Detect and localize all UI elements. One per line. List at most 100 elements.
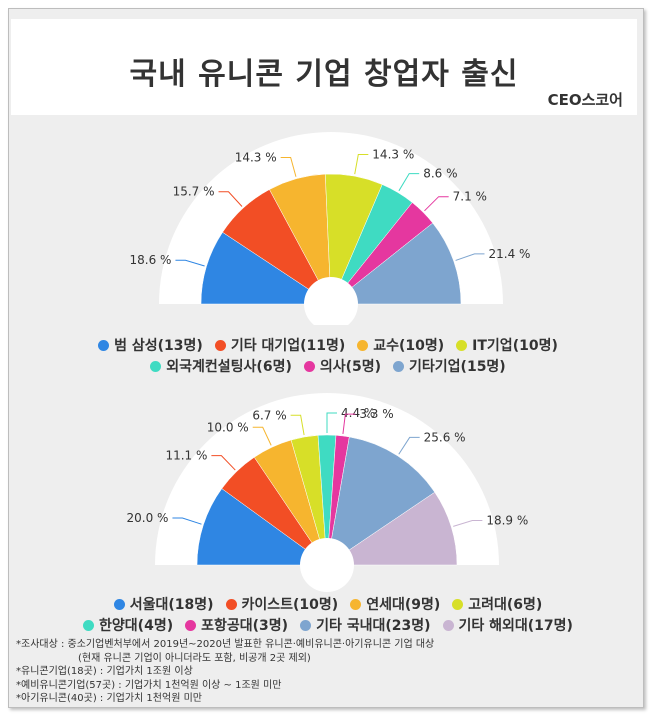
slice-기타기업	[330, 222, 462, 305]
value-label: 21.4 %	[488, 247, 530, 261]
legend-item: 연세대(9명)	[350, 595, 440, 615]
value-label: 14.3 %	[372, 147, 414, 161]
legend-swatch	[442, 620, 454, 631]
legend-label: IT기업(10명)	[472, 338, 558, 354]
founder-background-legend: 범 삼성(13명) 기타 대기업(11명) 교수(10명) IT기업(10명) 외국계…	[0, 335, 656, 377]
legend-item: 기타 국내대(23명)	[300, 616, 431, 636]
footnote-unicorn: *유니콘기업(18곳) : 기업가치 1조원 이상	[16, 666, 193, 677]
legend-swatch	[83, 620, 95, 631]
leader-line	[424, 196, 449, 212]
leader-line	[175, 259, 205, 267]
legend-label: 연세대(9명)	[366, 597, 441, 613]
legend-item: 기타 해외대(17명)	[442, 616, 573, 636]
university-chart: 20.0 % 11.1 % 10.0 % 6.7 % 4.4 % 3.3 % 25.6 % 1…	[0, 385, 656, 595]
legend-item: 범 삼성(13명)	[98, 336, 203, 356]
university-legend: 서울대(18명) 카이스트(10명) 연세대(9명) 고려대(6명) 한양대(4명) 포…	[0, 594, 656, 636]
legend-swatch	[350, 599, 362, 610]
page-title: 국내 유니콘 기업 창업자 출신	[129, 57, 519, 92]
legend-item: 포항공대(3명)	[185, 616, 288, 636]
legend-label: 한양대(4명)	[99, 618, 174, 634]
value-label: 7.1 %	[453, 190, 487, 204]
leader-line	[218, 191, 243, 207]
legend-swatch	[357, 340, 369, 351]
legend-item: 고려대(6명)	[452, 595, 542, 615]
leader-line	[354, 153, 369, 175]
slice-기타-해외대	[326, 491, 458, 566]
legend-item: 한양대(4명)	[83, 616, 173, 636]
legend-swatch	[185, 620, 197, 631]
legend-item: 교수(10명)	[357, 336, 444, 356]
footnote-scope: *조사대상 : 중소기업벤처부에서 2019년~2020년 발표한 유니콘·예비…	[16, 639, 435, 650]
leader-line	[398, 173, 420, 192]
value-label: 4.4 %	[341, 406, 375, 420]
legend-swatch	[214, 340, 226, 351]
legend-label: 기타 해외대(17명)	[458, 618, 573, 634]
leader-line	[252, 426, 272, 446]
legend-row: 서울대(18명) 카이스트(10명) 연세대(9명) 고려대(6명)	[0, 594, 656, 615]
value-label: 25.6 %	[424, 430, 466, 444]
slice-기타-국내대	[326, 436, 436, 566]
value-label: 3.3 %	[359, 407, 393, 421]
donut-hole	[300, 538, 354, 592]
legend-label: 서울대(18명)	[129, 597, 214, 613]
legend-swatch	[225, 599, 237, 610]
legend-swatch	[393, 361, 405, 372]
legend-row: 한양대(4명) 포항공대(3명) 기타 국내대(23명) 기타 해외대(17명)	[0, 615, 656, 636]
legend-item: 기타기업(15명)	[393, 357, 506, 377]
footnotes: *조사대상 : 중소기업벤처부에서 2019년~2020년 발표한 유니콘·예비…	[16, 638, 636, 706]
value-label: 18.9 %	[486, 514, 528, 528]
leader-line	[455, 253, 485, 261]
leader-line	[211, 455, 236, 471]
leader-line	[172, 517, 202, 525]
legend-label: 교수(10명)	[373, 338, 445, 354]
legend-label: 기타 국내대(23명)	[316, 618, 431, 634]
legend-swatch	[300, 620, 312, 631]
slice-서울대	[196, 488, 328, 566]
legend-item: 의사(5명)	[303, 357, 382, 377]
leader-line	[398, 436, 420, 455]
legend-swatch	[456, 340, 468, 351]
legend-label: 의사(5명)	[319, 359, 382, 375]
value-label: 20.0 %	[127, 511, 169, 525]
legend-label: 고려대(6명)	[468, 597, 543, 613]
footnote-scope-detail: (현재 유니콘 기업이 아니더라도 포함, 비공개 2곳 제외)	[78, 652, 311, 664]
legend-item: 외국계컨설팅사(6명)	[150, 357, 292, 377]
brand-label: CEO스코어	[547, 91, 623, 109]
legend-swatch	[150, 361, 162, 372]
value-label: 10.0 %	[207, 420, 249, 434]
legend-item: IT기업(10명)	[456, 336, 558, 356]
legend-row: 범 삼성(13명) 기타 대기업(11명) 교수(10명) IT기업(10명)	[0, 335, 656, 356]
legend-label: 기타기업(15명)	[409, 359, 506, 375]
footnote-baby-unicorn: *아기유니콘(40곳) : 기업가치 1천억원 미만	[16, 693, 202, 704]
founder-background-half-donut: 18.6 % 15.7 % 14.3 % 14.3 % 8.6 % 7.1 % 21.4 %	[130, 132, 530, 325]
leader-line	[290, 414, 305, 436]
leader-line	[453, 520, 483, 527]
legend-label: 외국계컨설팅사(6명)	[166, 359, 292, 375]
donut-hole	[304, 277, 358, 325]
legend-row: 외국계컨설팅사(6명) 의사(5명) 기타기업(15명)	[0, 356, 656, 377]
value-label: 14.3 %	[235, 150, 277, 164]
legend-label: 기타 대기업(11명)	[230, 338, 346, 354]
leader-line	[280, 156, 297, 177]
value-label: 18.6 %	[130, 253, 172, 267]
legend-swatch	[113, 599, 125, 610]
legend-label: 포항공대(3명)	[201, 618, 289, 634]
leader-line	[342, 413, 356, 435]
legend-swatch	[452, 599, 464, 610]
value-label: 6.7 %	[252, 408, 286, 422]
title-panel: 국내 유니콘 기업 창업자 출신 CEO스코어	[11, 19, 637, 115]
legend-swatch	[303, 361, 315, 372]
value-label: 11.1 %	[165, 449, 207, 463]
legend-item: 카이스트(10명)	[225, 595, 339, 615]
university-half-donut: 20.0 % 11.1 % 10.0 %6.7 % 4.4 %3.3 % 25.6 % 1…	[127, 393, 528, 592]
legend-item: 서울대(18명)	[113, 595, 214, 615]
legend-label: 범 삼성(13명)	[114, 338, 203, 354]
leader-line	[326, 412, 337, 433]
legend-label: 카이스트(10명)	[241, 597, 339, 613]
legend-swatch	[98, 340, 110, 351]
founder-background-chart: 18.6 % 15.7 % 14.3 % 14.3 % 8.6 % 7.1 % 21.4 %	[0, 125, 656, 325]
value-label: 8.6 %	[423, 167, 457, 181]
value-label: 15.7 %	[173, 185, 215, 199]
legend-item: 기타 대기업(11명)	[214, 336, 346, 356]
footnote-pre-unicorn: *예비유니콘기업(57곳) : 기업가치 1천억원 이상 ~ 1조원 미만	[16, 679, 282, 691]
